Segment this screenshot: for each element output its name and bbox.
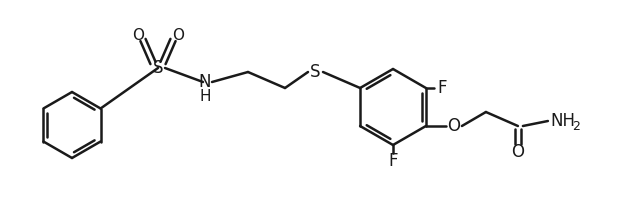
Text: O: O <box>172 27 184 42</box>
Text: F: F <box>437 79 447 97</box>
Text: F: F <box>388 152 397 170</box>
Text: 2: 2 <box>572 119 580 132</box>
Text: H: H <box>199 89 211 103</box>
Text: NH: NH <box>550 112 575 130</box>
Text: S: S <box>310 63 320 81</box>
Text: N: N <box>199 73 211 91</box>
Text: O: O <box>447 117 460 135</box>
Text: O: O <box>511 143 524 161</box>
Text: O: O <box>132 27 144 42</box>
Text: S: S <box>153 59 163 77</box>
